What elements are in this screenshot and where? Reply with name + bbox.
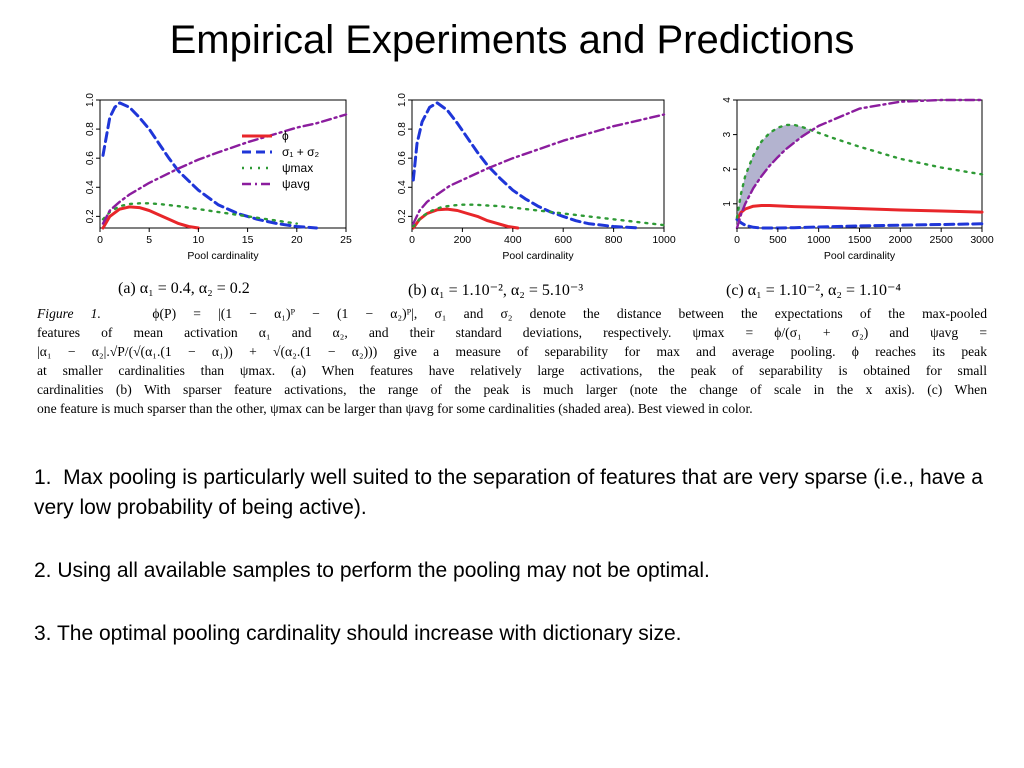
y-tick-label: 0.4 bbox=[397, 180, 408, 194]
x-tick-label: 0 bbox=[97, 234, 103, 246]
caption-line: cardinalities (b) With sparser feature a… bbox=[37, 382, 987, 397]
chart-c: 0 500 1000 1500 2000 2500 3000 1 2 3 4 Pool cardina… bbox=[722, 97, 994, 262]
bullet-item: 3. The optimal pooling cardinality shoul… bbox=[34, 622, 682, 645]
figure-label: Figure 1. bbox=[37, 306, 101, 321]
plot-frame bbox=[411, 99, 665, 229]
plot-frame bbox=[99, 99, 347, 229]
y-tick-label: 2 bbox=[722, 166, 733, 172]
figure-caption: Figure 1. ϕ(P) = |(1 − α₁)ᴾ − (1 − α₂)ᴾ|… bbox=[37, 304, 987, 418]
x-tick-label: 800 bbox=[605, 234, 623, 246]
bullet-item: 2. Using all available samples to perfor… bbox=[34, 559, 710, 582]
y-tick-label: 1.0 bbox=[85, 93, 96, 107]
x-tick-label: 2000 bbox=[889, 234, 913, 246]
x-axis-label: Pool cardinality bbox=[824, 250, 896, 262]
y-tick-label: 0.2 bbox=[397, 209, 408, 223]
x-tick-label: 0 bbox=[734, 234, 740, 246]
x-tick-label: 1000 bbox=[652, 234, 676, 246]
y-tick-label: 0.4 bbox=[85, 180, 96, 194]
caption-line: one feature is much sparser than the oth… bbox=[37, 401, 753, 416]
subcaption-b: (b) α₁ = 1.10⁻², α₂ = 5.10⁻³ bbox=[408, 282, 584, 299]
x-tick-label: 1000 bbox=[807, 234, 831, 246]
x-tick-label: 400 bbox=[504, 234, 522, 246]
caption-line: Figure 1. ϕ(P) = |(1 − α₁)ᴾ − (1 − α₂)ᴾ|… bbox=[37, 304, 987, 323]
x-tick-label: 25 bbox=[340, 234, 352, 246]
x-axis-label: Pool cardinality bbox=[502, 250, 574, 262]
series-sigma-line bbox=[735, 217, 984, 230]
series-sigma-line bbox=[411, 101, 641, 230]
legend-label-sigma: σ₁ + σ₂ bbox=[282, 145, 320, 159]
bullet-item: 1. Max pooling is particularly well suit… bbox=[34, 466, 983, 519]
subcaption-c: (c) α₁ = 1.10⁻², α₂ = 1.10⁻⁴ bbox=[726, 282, 901, 299]
x-tick-label: 10 bbox=[193, 234, 205, 246]
y-tick-label: 0.2 bbox=[85, 209, 96, 223]
slide-title: Empirical Experiments and Predictions bbox=[169, 18, 855, 62]
y-tick-label: 0.8 bbox=[85, 122, 96, 136]
y-tick-label: 0.6 bbox=[85, 151, 96, 165]
subcaption-a: (a) α₁ = 0.4, α₂ = 0.2 bbox=[118, 280, 250, 297]
legend-label-phi: ϕ bbox=[282, 129, 289, 143]
series-psi-avg-line bbox=[735, 98, 984, 230]
series-phi-line bbox=[411, 207, 520, 230]
series-psi-max-line bbox=[735, 123, 984, 219]
series-psi-avg-line bbox=[101, 113, 348, 225]
y-tick-label: 1 bbox=[722, 201, 733, 207]
series-psi-avg-line bbox=[412, 113, 666, 225]
legend-label-psi-avg: ψavg bbox=[282, 177, 310, 191]
bullet-list: 1. Max pooling is particularly well suit… bbox=[34, 463, 994, 682]
series-phi-line bbox=[735, 204, 984, 221]
x-tick-label: 2500 bbox=[929, 234, 953, 246]
x-tick-label: 600 bbox=[554, 234, 572, 246]
x-tick-label: 200 bbox=[454, 234, 472, 246]
caption-line: at smaller cardinalities than ψmax. (a) … bbox=[37, 363, 987, 378]
x-tick-label: 500 bbox=[769, 234, 787, 246]
y-tick-label: 0.6 bbox=[397, 151, 408, 165]
shaded-area bbox=[737, 124, 812, 228]
x-tick-label: 5 bbox=[146, 234, 152, 246]
x-tick-label: 15 bbox=[242, 234, 254, 246]
x-tick-label: 20 bbox=[291, 234, 303, 246]
y-tick-label: 0.8 bbox=[397, 122, 408, 136]
chart-a: 0 5 10 15 20 25 0.2 0.4 0.6 0.8 1.0 Pool cardinalit… bbox=[85, 93, 352, 262]
x-tick-label: 3000 bbox=[970, 234, 994, 246]
caption-line: features of mean activation α₁ and α₂, a… bbox=[37, 325, 987, 340]
series-phi-line bbox=[101, 205, 200, 230]
series-psi-max-line bbox=[101, 202, 299, 225]
series-sigma-line bbox=[101, 101, 318, 230]
y-tick-label: 1.0 bbox=[397, 93, 408, 107]
caption-line: |α₁ − α₂|.√P/(√(α₁.(1 − α₁)) + √(α₂.(1 −… bbox=[37, 344, 987, 359]
x-tick-label: 0 bbox=[409, 234, 415, 246]
y-tick-label: 3 bbox=[722, 131, 733, 137]
series-psi-max-line bbox=[412, 203, 666, 228]
x-tick-label: 1500 bbox=[848, 234, 872, 246]
figure-row: 0 5 10 15 20 25 0.2 0.4 0.6 0.8 1.0 Pool cardinalit… bbox=[0, 92, 1024, 272]
y-tick-label: 4 bbox=[722, 97, 733, 103]
chart-b: 0 200 400 600 800 1000 0.2 0.4 0.6 0.8 1.0 Pool car… bbox=[397, 93, 676, 262]
legend-label-psi-max: ψmax bbox=[282, 161, 313, 175]
caption-line-text: ϕ(P) = |(1 − α₁)ᴾ − (1 − α₂)ᴾ|, σ₁ and σ… bbox=[152, 306, 987, 321]
x-axis-label: Pool cardinality bbox=[187, 250, 259, 262]
